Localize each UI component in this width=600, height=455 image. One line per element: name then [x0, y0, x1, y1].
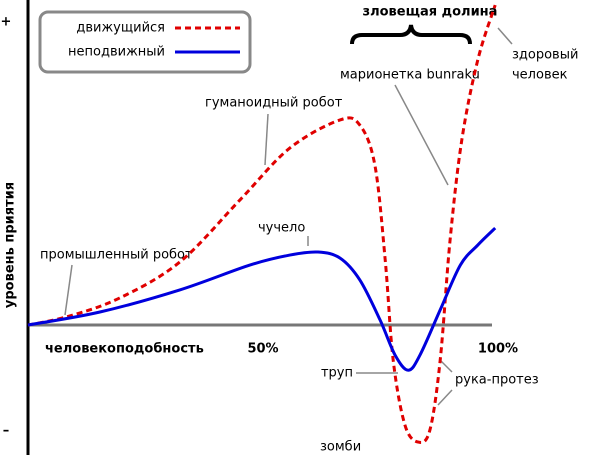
annotation: промышленный робот	[40, 248, 193, 263]
valley-brace	[350, 24, 472, 45]
series-line	[27, 4, 497, 444]
leader-lines	[64, 27, 513, 406]
annotation: рука-протез	[455, 373, 539, 388]
y-tick-label: +	[1, 15, 12, 30]
annotation: зомби	[320, 440, 361, 455]
y-tick-label: –	[3, 424, 10, 439]
x-tick-label: 50%	[247, 342, 278, 357]
x-axis-label: человекоподобность	[45, 342, 204, 357]
annotation: человек	[512, 68, 568, 83]
annotations: промышленный робот гуманоидный робот чучел…	[40, 48, 578, 455]
annotation: марионетка bunraku	[340, 68, 480, 83]
annotation: труп	[321, 366, 353, 381]
series-line	[27, 227, 497, 372]
annotation: гуманоидный робот	[205, 96, 343, 111]
legend-label: движущийся	[76, 21, 165, 36]
annotation: чучело	[258, 221, 305, 236]
y-axis-label: уровень приятия	[3, 182, 18, 308]
chart-title: зловещая долина	[363, 5, 498, 20]
x-tick-label: 100%	[478, 342, 518, 357]
annotation: здоровый	[512, 48, 578, 63]
legend-label: неподвижный	[68, 45, 165, 60]
